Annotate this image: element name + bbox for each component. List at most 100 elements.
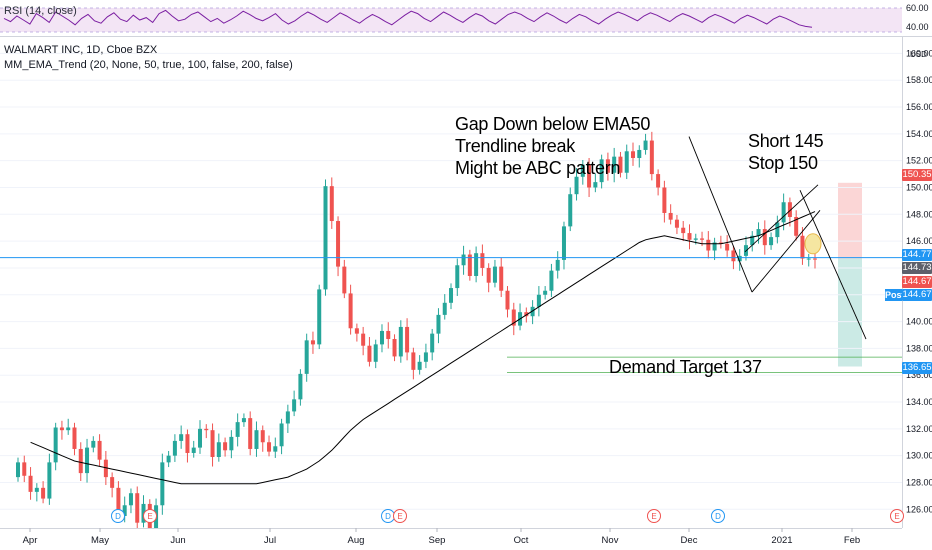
event-marker-letter: D — [385, 512, 391, 521]
candle-body — [480, 253, 485, 268]
candle-body — [260, 430, 265, 443]
candle-body — [769, 237, 774, 246]
time-tick-label: Feb — [844, 535, 860, 546]
trendline-wave-a — [688, 136, 753, 293]
rsi-label: RSI (14, close) — [4, 5, 77, 17]
candle-body — [336, 221, 341, 267]
annotation-demand-target[interactable]: Demand Target 137 — [609, 357, 762, 377]
time-tick-label: Oct — [514, 535, 529, 546]
candle-body — [756, 229, 761, 236]
channel-lower-line — [751, 209, 821, 293]
candle-body — [417, 361, 422, 370]
candle-body — [135, 493, 140, 523]
candle-body — [273, 446, 278, 452]
price-tag-target: 136.65 — [902, 362, 932, 374]
candle-body — [474, 253, 479, 276]
candle-body — [97, 440, 102, 460]
indicator-label[interactable]: MM_EMA_Trend (20, None, 50, true, 100, f… — [4, 59, 293, 71]
price-tick-label: 132.00 — [906, 424, 932, 434]
price-tick-label: 134.00 — [906, 397, 932, 407]
candle-body — [216, 442, 221, 458]
candle-body — [179, 434, 184, 441]
candle-body — [367, 345, 372, 362]
time-tick-label: May — [91, 535, 109, 546]
time-axis[interactable]: Apr May Jun Jul Aug Sep Oct Nov Dec 2021 Feb — [0, 528, 932, 550]
candle-body — [22, 462, 27, 476]
candle-body — [674, 219, 679, 228]
candle-body — [813, 258, 817, 260]
candle-body — [631, 151, 636, 158]
time-tick-label: Apr — [23, 535, 38, 546]
price-tag-entry: 144.67 — [902, 276, 932, 288]
candle-body — [91, 440, 96, 448]
candle-body — [41, 487, 46, 499]
candle-body — [430, 333, 435, 353]
candle-body — [361, 333, 366, 346]
candle-body — [461, 254, 466, 266]
candle-body — [223, 442, 228, 451]
annotation-gap-note[interactable]: Gap Down below EMA50 Trendline break Mig… — [455, 113, 650, 179]
candle-body — [373, 344, 378, 362]
candle-body — [78, 448, 83, 474]
candle-body — [354, 328, 359, 334]
price-unit-label: USD — [910, 50, 927, 59]
price-tick-label: 130.00 — [906, 451, 932, 461]
candle-body — [16, 462, 20, 478]
time-tick-label: Sep — [429, 535, 446, 546]
ema50-path — [30, 211, 816, 485]
candle-body — [505, 290, 510, 310]
candle-body — [668, 212, 673, 220]
candle-body — [455, 265, 460, 289]
candle-body — [292, 399, 297, 412]
price-tag-close: 144.73 — [902, 262, 932, 274]
candle-body — [248, 418, 253, 449]
risk-reward-zones — [838, 182, 862, 367]
candle-body — [762, 229, 767, 246]
price-tick-label: 154.00 — [906, 129, 932, 139]
candle-body — [298, 373, 303, 400]
candle-body — [555, 259, 560, 271]
post-market-badge: Post — [885, 289, 905, 301]
annotation-trade-note[interactable]: Short 145 Stop 150 — [748, 130, 824, 174]
candle-body — [348, 293, 353, 329]
event-marker-letter: E — [651, 512, 656, 521]
candle-body — [285, 411, 290, 424]
dividend-marker-icon[interactable] — [111, 509, 125, 523]
candlestick-series — [16, 131, 817, 543]
candle-body — [166, 455, 171, 463]
candle-body — [116, 487, 121, 516]
time-tick-label: 2021 — [771, 535, 792, 546]
candle-body — [141, 503, 146, 523]
candle-body — [492, 266, 497, 283]
candle-body — [806, 258, 811, 260]
candle-body — [160, 462, 165, 506]
candle-body — [72, 427, 77, 449]
annotation-line: Short 145 — [748, 131, 824, 151]
earnings-marker-icon[interactable] — [890, 509, 904, 523]
rsi-tick-label: 60.00 — [906, 3, 929, 13]
earnings-marker-icon[interactable] — [393, 509, 407, 523]
price-tick-label: 156.00 — [906, 102, 932, 112]
earnings-marker-icon[interactable] — [143, 509, 157, 523]
candle-body — [128, 493, 133, 506]
dividend-marker-icon[interactable] — [711, 509, 725, 523]
candle-body — [423, 352, 428, 362]
candle-body — [624, 151, 629, 173]
candle-body — [561, 226, 566, 260]
candle-body — [524, 312, 529, 317]
event-marker-letter: E — [894, 512, 899, 521]
candle-body — [204, 428, 209, 431]
drawings-layer[interactable] — [0, 136, 902, 373]
candle-body — [110, 477, 115, 488]
ema50-line — [30, 211, 816, 485]
earnings-marker-icon[interactable] — [647, 509, 661, 523]
price-tick-label: 150.00 — [906, 182, 932, 192]
price-tick-label: 138.00 — [906, 343, 932, 353]
candle-body — [543, 290, 548, 295]
candle-body — [392, 339, 397, 357]
candle-body — [386, 330, 391, 340]
candle-body — [568, 194, 573, 227]
candle-body — [549, 270, 554, 291]
